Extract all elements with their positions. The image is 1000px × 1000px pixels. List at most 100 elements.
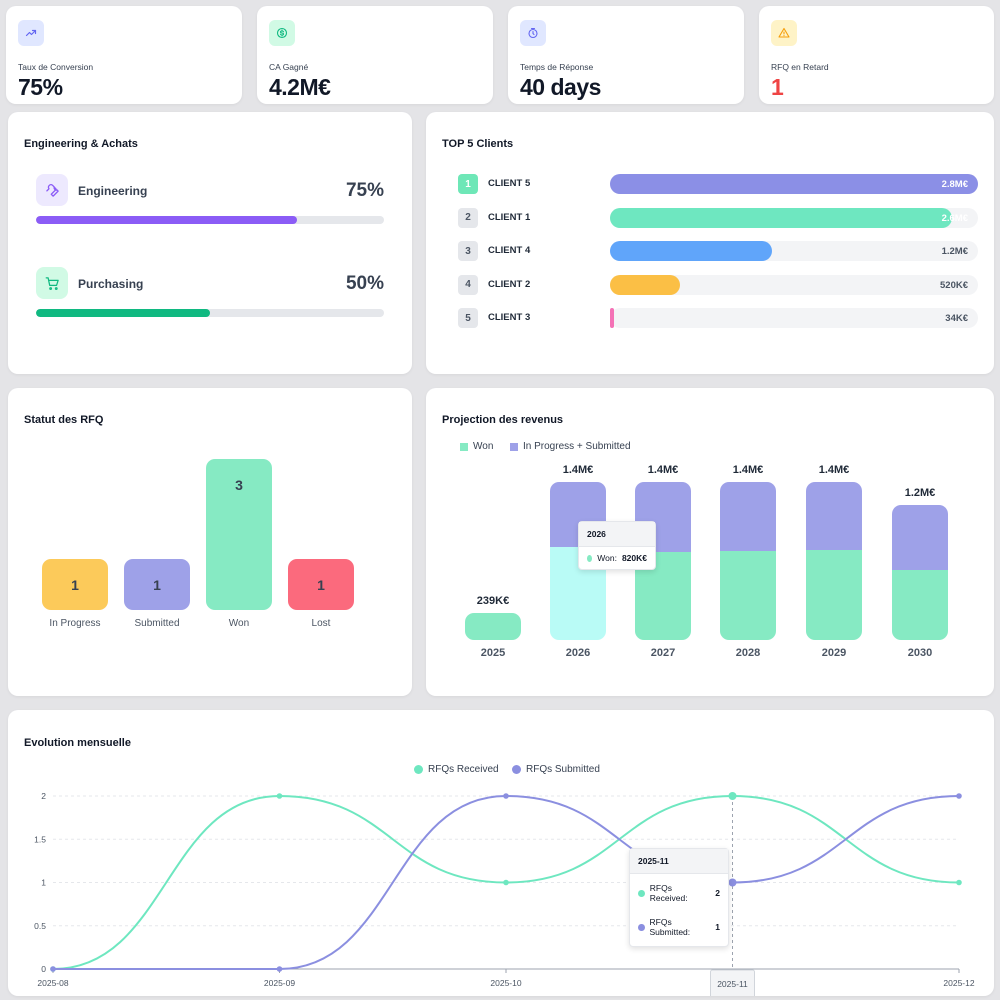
x-tick-label: 2025-08: [37, 978, 68, 988]
kpi-value: 75%: [18, 74, 63, 100]
tooltip-swatch: [638, 889, 645, 897]
x-tick-label: 2025-10: [490, 978, 521, 988]
projection-year-label: 2030: [907, 647, 933, 659]
x-tick-highlight: [710, 969, 755, 996]
client-amount: 34K€: [945, 313, 968, 324]
client-name: CLIENT 5: [488, 178, 531, 189]
legend-swatch: [510, 442, 518, 451]
client-bar-track: 520K€: [610, 274, 978, 295]
projection-bar[interactable]: [720, 482, 776, 640]
kpi-label: Taux de Conversion: [18, 62, 94, 72]
warning-icon: [771, 20, 797, 46]
client-amount: 2.8M€: [941, 179, 968, 190]
card-title: TOP 5 Clients: [442, 138, 514, 150]
tooltip-swatch: [638, 923, 645, 931]
projection-year-label: 2027: [650, 647, 676, 659]
tooltip-value: 1: [715, 922, 720, 932]
projection-year-label: 2028: [735, 647, 761, 659]
wrench-icon: [36, 174, 68, 206]
projection-segment-in-progress[interactable]: [806, 482, 862, 550]
data-point: [50, 966, 56, 972]
legend-label: RFQs Submitted: [526, 764, 600, 775]
data-point: [956, 879, 962, 886]
rfq-status-label: Won: [228, 618, 250, 629]
data-point: [276, 793, 283, 799]
data-point: [503, 793, 509, 799]
kpi-label: Temps de Réponse: [520, 62, 594, 72]
legend-item-in-progress[interactable]: In Progress + Submitted: [510, 441, 631, 452]
y-tick-label: 0.5: [34, 921, 46, 931]
legend-item-received[interactable]: RFQs Received: [414, 764, 499, 775]
tooltip-label: Won:: [597, 553, 617, 563]
tooltip-label: RFQs Received:: [649, 883, 688, 903]
tooltip-value: 820K€: [621, 553, 647, 563]
client-bar: [610, 207, 953, 228]
engineering-progress-fill: [36, 216, 297, 224]
rfq-status-bar[interactable]: 3: [206, 459, 272, 610]
monthly-tooltip: 2025-11 RFQs Received: 2 RFQs Submitted: 1: [629, 848, 729, 947]
client-row[interactable]: 3 CLIENT 4 1.2M€: [458, 240, 978, 262]
client-row[interactable]: 4 CLIENT 2 520K€: [458, 274, 978, 296]
monthly-evolution-card: Evolution mensuelle RFQs Received RFQs S…: [8, 710, 994, 996]
kpi-label: CA Gagné: [269, 62, 309, 72]
data-point: [276, 966, 283, 972]
trend-up-icon: [18, 20, 44, 46]
kpi-value: 4.2M€: [269, 74, 331, 100]
client-amount: 2.6M€: [941, 212, 968, 224]
data-point: [728, 878, 737, 887]
client-amount: 1.2M€: [941, 246, 968, 257]
x-tick-label: 2025-12: [943, 978, 974, 988]
projection-total-label: 1.4M€: [562, 464, 594, 476]
purchasing-row: Purchasing 50%: [36, 267, 384, 327]
purchasing-percent: 50%: [345, 273, 384, 294]
rfq-status-label: Lost: [311, 618, 331, 629]
card-title: Engineering & Achats: [24, 138, 138, 150]
projection-bar[interactable]: [806, 482, 862, 640]
projection-segment-in-progress[interactable]: [720, 482, 776, 551]
projection-segment-won[interactable]: [892, 570, 948, 640]
engineering-percent: 75%: [345, 180, 384, 201]
legend-swatch: [460, 442, 468, 451]
y-tick-label: 0: [41, 964, 46, 974]
engineering-card: Engineering & Achats Engineering 75% Pur…: [8, 112, 412, 374]
kpi-card-revenue: CA Gagné 4.2M€: [257, 6, 493, 104]
client-row[interactable]: 5 CLIENT 3 34K€: [458, 307, 978, 329]
client-amount: 520K€: [940, 279, 968, 291]
purchasing-progress-fill: [36, 309, 210, 317]
projection-segment-won[interactable]: [720, 550, 776, 640]
card-title: Evolution mensuelle: [24, 737, 131, 749]
projection-year-label: 2026: [565, 647, 591, 659]
engineering-label: Engineering: [78, 184, 148, 198]
projection-bar[interactable]: [892, 504, 948, 640]
legend-swatch: [414, 765, 423, 774]
tooltip-value: 2: [715, 888, 720, 898]
client-bar-track: 1.2M€: [610, 241, 978, 261]
rfq-status-bar[interactable]: 1: [288, 559, 354, 610]
tooltip-title: 2026: [579, 522, 655, 547]
card-title: Statut des RFQ: [24, 414, 104, 426]
client-bar: [610, 274, 680, 295]
data-point: [728, 792, 737, 800]
projection-tooltip: 2026 Won: 820K€: [578, 521, 656, 570]
x-tick-label: 2025-09: [264, 978, 295, 988]
projection-segment-in-progress[interactable]: [892, 504, 948, 571]
top-clients-card: TOP 5 Clients 1 CLIENT 5 2.8M€ 2 CLIENT 1 2.6…: [426, 112, 994, 374]
legend-label: Won: [473, 441, 494, 452]
rfq-status-bar[interactable]: 1: [124, 559, 190, 610]
projection-segment-won[interactable]: [465, 613, 521, 640]
client-row[interactable]: 2 CLIENT 1 2.6M€: [458, 207, 978, 229]
projection-segment-won[interactable]: [806, 549, 862, 640]
y-tick-label: 1.5: [34, 834, 46, 844]
rfq-status-bar[interactable]: 1: [42, 559, 108, 610]
client-row[interactable]: 1 CLIENT 5 2.8M€: [458, 173, 978, 195]
tooltip-label: RFQs Submitted:: [649, 917, 691, 937]
legend-label: In Progress + Submitted: [523, 441, 631, 452]
legend-item-won[interactable]: Won: [460, 441, 493, 452]
y-tick-label: 2: [41, 791, 46, 801]
purchasing-label: Purchasing: [78, 277, 144, 291]
client-rank: 5: [458, 308, 478, 328]
engineering-row: Engineering 75%: [36, 174, 384, 234]
projection-bar[interactable]: [465, 613, 521, 640]
legend-item-submitted[interactable]: RFQs Submitted: [512, 764, 600, 775]
kpi-label: RFQ en Retard: [771, 62, 829, 72]
